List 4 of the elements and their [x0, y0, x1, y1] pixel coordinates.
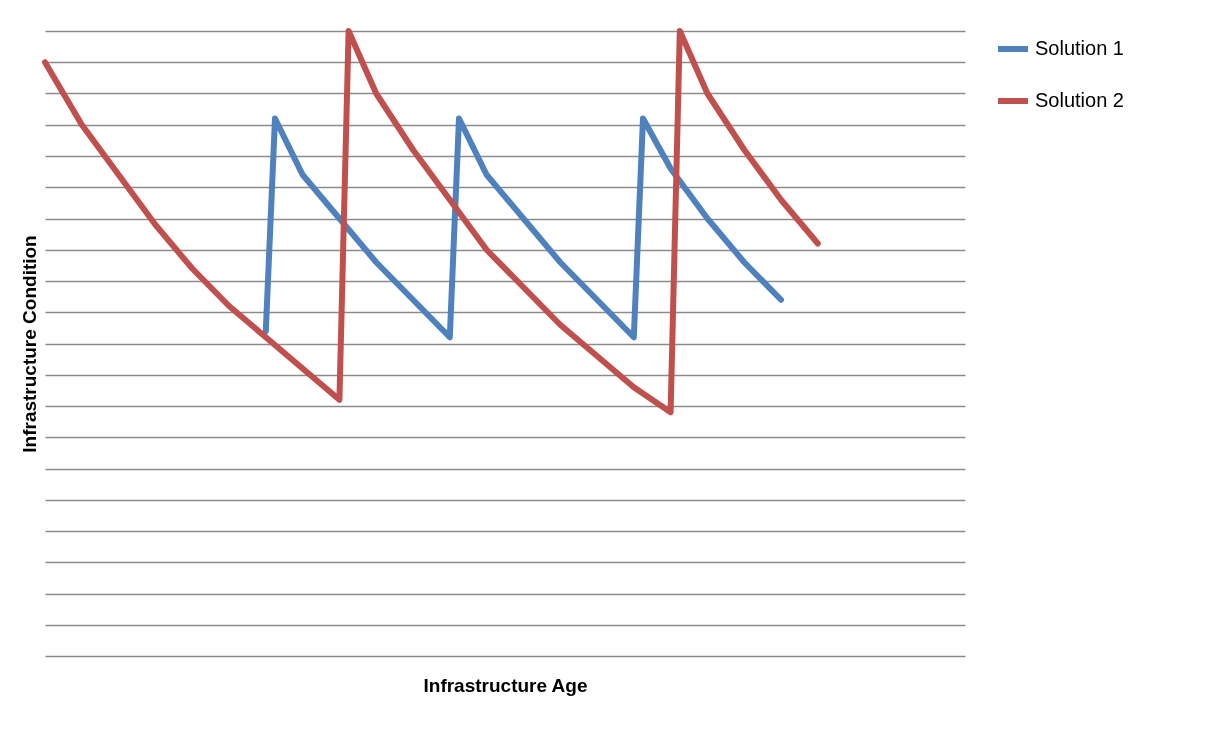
legend-label: Solution 1: [1035, 37, 1124, 59]
x-axis-title: Infrastructure Age: [423, 674, 588, 696]
y-axis-title: Infrastructure Condition: [18, 235, 40, 453]
legend-label: Solution 2: [1035, 89, 1124, 111]
